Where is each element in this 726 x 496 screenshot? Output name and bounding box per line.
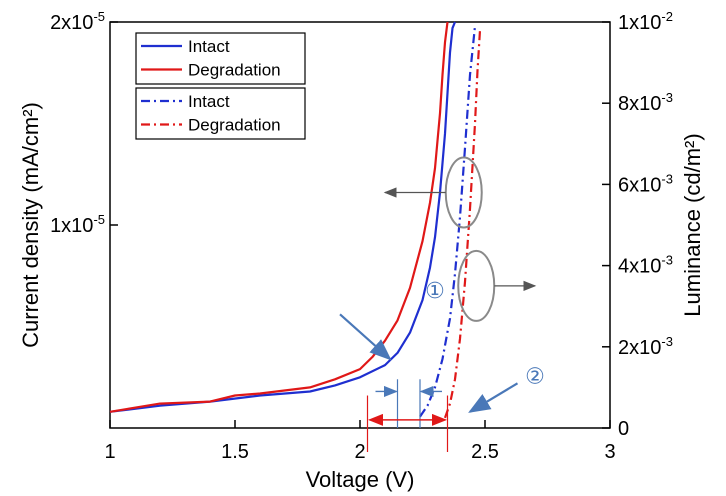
legend-label: Degradation [188, 61, 281, 80]
callout-2-arrow [468, 382, 519, 413]
y-right-tick-label: 6x10-3 [618, 171, 673, 196]
x-tick-label: 2 [354, 441, 365, 463]
y-right-tick-label: 8x10-3 [618, 90, 673, 115]
legend-box-dashdot [135, 87, 306, 140]
x-tick-label: 1.5 [221, 441, 249, 463]
y-right-tick-label: 1x10-2 [618, 9, 673, 34]
y-right-axis-title: Luminance (cd/m²) [680, 133, 705, 316]
annotation-layer: ①② [339, 156, 545, 452]
y-left-tick-label: 2x10-5 [50, 9, 105, 34]
y-left-tick-label: 1x10-5 [50, 212, 105, 237]
y-right-tick-label: 2x10-3 [618, 334, 673, 359]
x-tick-label: 2.5 [471, 441, 499, 463]
x-axis-title: Voltage (V) [306, 467, 415, 492]
legend-label: Intact [188, 37, 230, 56]
legend-box-solid [135, 32, 306, 85]
series-line-right-degradation [443, 30, 482, 419]
legend-label: Intact [188, 92, 230, 111]
x-tick-label: 1 [104, 441, 115, 463]
y-right-tick-label: 0 [618, 418, 629, 440]
callout-2-label: ② [525, 364, 545, 389]
x-tick-label: 3 [604, 441, 615, 463]
y-right-tick-label: 4x10-3 [618, 253, 673, 278]
callout-1-arrow [339, 313, 392, 361]
y-left-axis-title: Current density (mA/cm²) [18, 102, 43, 348]
callout-1-label: ① [425, 279, 445, 304]
series-line-left-intact [109, 21, 457, 413]
ticks-layer: 1 1.5 2 2.5 3 1x10-5 2x10-5 0 2x10-3 4x10-3 6x10-3… [50, 9, 673, 463]
legend: Intact Degradation Intact Degradation [135, 32, 306, 140]
legend-label: Degradation [188, 116, 281, 135]
